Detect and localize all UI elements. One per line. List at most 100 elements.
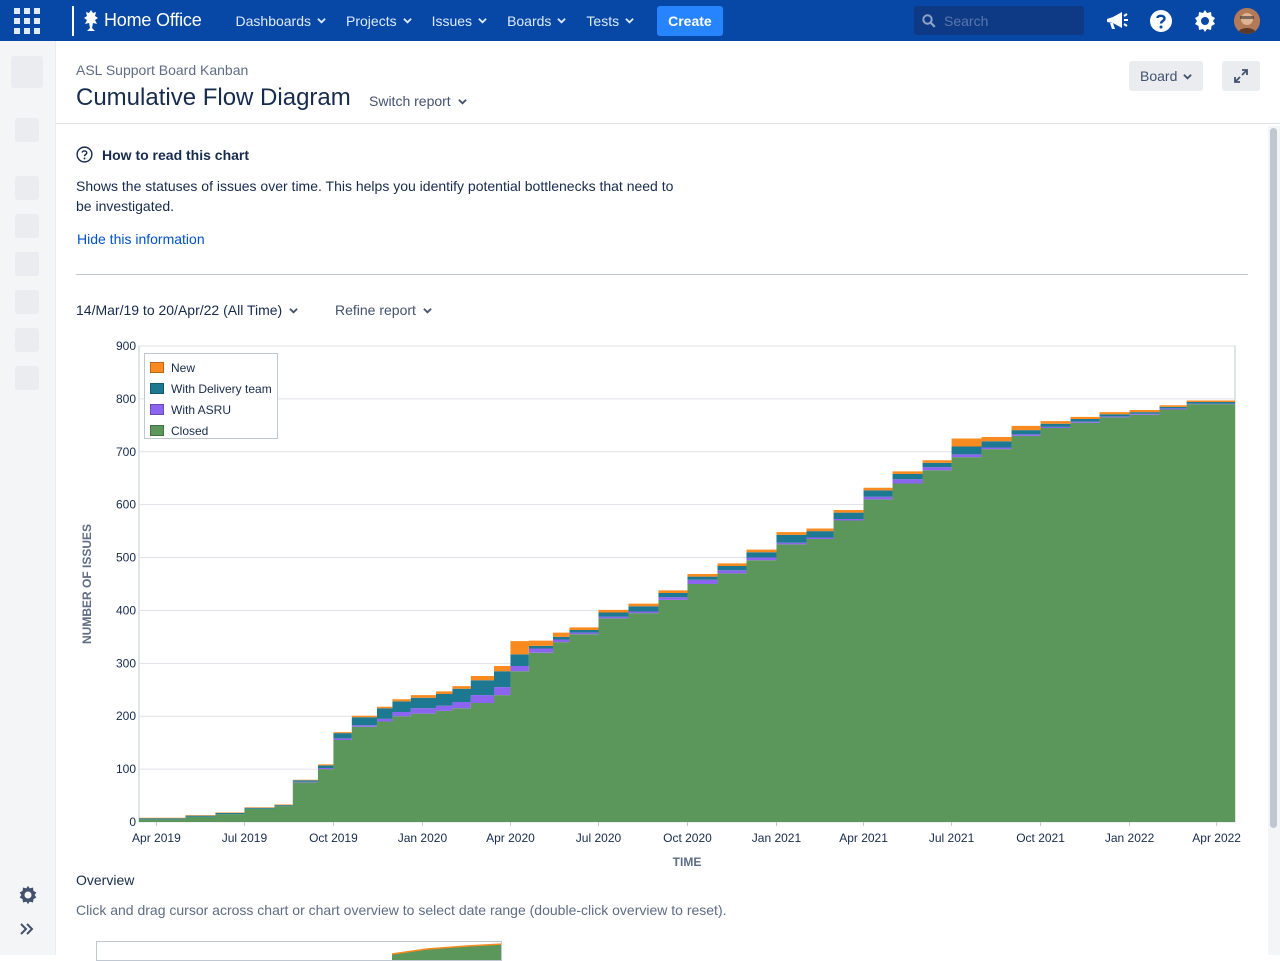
chevron-down-icon (625, 18, 634, 24)
switch-report-button[interactable]: Switch report (369, 93, 467, 109)
page-title: Cumulative Flow Diagram (76, 84, 351, 111)
nav-icons (1102, 6, 1260, 36)
sidebar-item[interactable] (15, 118, 39, 142)
brand-name: Home Office (104, 10, 202, 30)
x-tick-label: Apr 2021 (839, 831, 888, 845)
chevron-down-icon (289, 307, 298, 314)
chart-overview[interactable] (96, 941, 502, 961)
legend-item-with-delivery-team[interactable]: With Delivery team (150, 378, 277, 399)
breadcrumb[interactable]: ASL Support Board Kanban (76, 62, 249, 78)
date-range-dropdown[interactable]: 14/Mar/19 to 20/Apr/22 (All Time) (76, 302, 298, 318)
create-button[interactable]: Create (657, 5, 723, 36)
legend-label: With Delivery team (171, 381, 272, 396)
settings-icon[interactable] (1190, 6, 1220, 36)
y-tick-label: 900 (116, 339, 136, 353)
overview-hint: Click and drag cursor across chart or ch… (76, 902, 727, 918)
hide-information-link[interactable]: Hide this information (77, 231, 205, 247)
gear-icon[interactable] (18, 885, 38, 905)
legend-swatch (150, 383, 164, 394)
info-description: Shows the statuses of issues over time. … (76, 178, 674, 214)
legend-label: New (171, 360, 196, 375)
y-tick-label: 600 (116, 498, 136, 512)
sidebar-item[interactable] (15, 252, 39, 276)
board-button[interactable]: Board (1129, 61, 1204, 91)
page-scrollbar[interactable] (1268, 126, 1280, 955)
x-tick-label: Apr 2019 (132, 831, 181, 845)
chevron-down-icon (1183, 73, 1193, 80)
sidebar-item[interactable] (15, 290, 39, 314)
x-tick-label: Jul 2019 (222, 831, 268, 845)
search-input[interactable] (944, 12, 1074, 29)
y-tick-label: 200 (116, 709, 136, 723)
overview-area (391, 943, 501, 960)
switch-report-label: Switch report (369, 93, 451, 109)
sidebar-item[interactable] (15, 176, 39, 200)
scrollbar-thumb[interactable] (1270, 128, 1277, 828)
megaphone-icon[interactable] (1102, 6, 1132, 36)
x-tick-label: Jul 2020 (576, 831, 622, 845)
x-tick-label: Jul 2021 (929, 831, 975, 845)
refine-report-label: Refine report (335, 302, 416, 318)
fullscreen-button[interactable] (1222, 61, 1260, 91)
y-tick-label: 700 (116, 445, 136, 459)
top-navigation: Home Office Dashboards Projects Issues B… (0, 0, 1280, 41)
chevron-down-icon (423, 307, 432, 314)
sidebar-item[interactable] (15, 214, 39, 238)
menu-label: Tests (586, 12, 620, 29)
legend-swatch (150, 404, 164, 415)
x-tick-label: Oct 2019 (309, 831, 358, 845)
x-tick-label: Jan 2020 (398, 831, 448, 845)
expand-icon (1234, 69, 1248, 83)
menu-dashboards[interactable]: Dashboards (226, 0, 337, 41)
board-button-label: Board (1140, 68, 1178, 84)
legend-swatch (150, 362, 164, 373)
menu-boards[interactable]: Boards (497, 0, 576, 41)
left-sidebar (0, 41, 56, 955)
help-icon[interactable] (1146, 6, 1176, 36)
menu-label: Projects (346, 12, 397, 29)
y-tick-label: 500 (116, 551, 136, 565)
question-circle-icon (76, 146, 93, 163)
legend-label: With ASRU (171, 402, 232, 417)
search-box[interactable] (914, 6, 1084, 35)
legend-item-closed[interactable]: Closed (150, 420, 277, 441)
header-divider (56, 123, 1280, 124)
x-tick-label: Apr 2022 (1192, 831, 1241, 845)
x-tick-label: Jan 2022 (1105, 831, 1155, 845)
home-office-logo[interactable]: Home Office (82, 9, 202, 33)
chevron-down-icon (457, 98, 467, 105)
search-icon (922, 13, 936, 28)
y-tick-label: 400 (116, 603, 136, 617)
chevron-down-icon (557, 18, 567, 24)
chart-legend: New With Delivery team With ASRU Closed (144, 353, 278, 439)
chevron-down-icon (317, 18, 326, 24)
legend-item-new[interactable]: New (150, 357, 277, 378)
sidebar-item[interactable] (15, 366, 39, 390)
expand-sidebar-icon[interactable] (19, 921, 35, 937)
menu-issues[interactable]: Issues (422, 0, 497, 41)
sidebar-item[interactable] (15, 328, 39, 352)
legend-item-with-asru[interactable]: With ASRU (150, 399, 277, 420)
info-header: How to read this chart (76, 146, 249, 163)
y-tick-label: 800 (116, 392, 136, 406)
date-range-label: 14/Mar/19 to 20/Apr/22 (All Time) (76, 302, 283, 318)
refine-report-dropdown[interactable]: Refine report (335, 302, 432, 318)
menu-tests[interactable]: Tests (576, 0, 644, 41)
main-menu: Dashboards Projects Issues Boards Tests (226, 0, 645, 41)
x-tick-label: Jan 2021 (752, 831, 802, 845)
chevron-down-icon (478, 18, 487, 24)
app-switcher-icon[interactable] (14, 7, 40, 34)
legend-swatch (150, 425, 164, 436)
menu-projects[interactable]: Projects (336, 0, 422, 41)
y-tick-label: 0 (129, 815, 136, 829)
sidebar-project-avatar[interactable] (11, 56, 43, 88)
x-tick-label: Oct 2020 (663, 831, 712, 845)
nav-divider (72, 5, 74, 36)
menu-label: Boards (507, 12, 552, 29)
x-axis-title: TIME (673, 855, 702, 869)
avatar[interactable] (1234, 8, 1260, 34)
y-axis-title: NUMBER OF ISSUES (80, 524, 94, 644)
y-tick-label: 300 (116, 656, 136, 670)
info-title: How to read this chart (102, 146, 250, 163)
